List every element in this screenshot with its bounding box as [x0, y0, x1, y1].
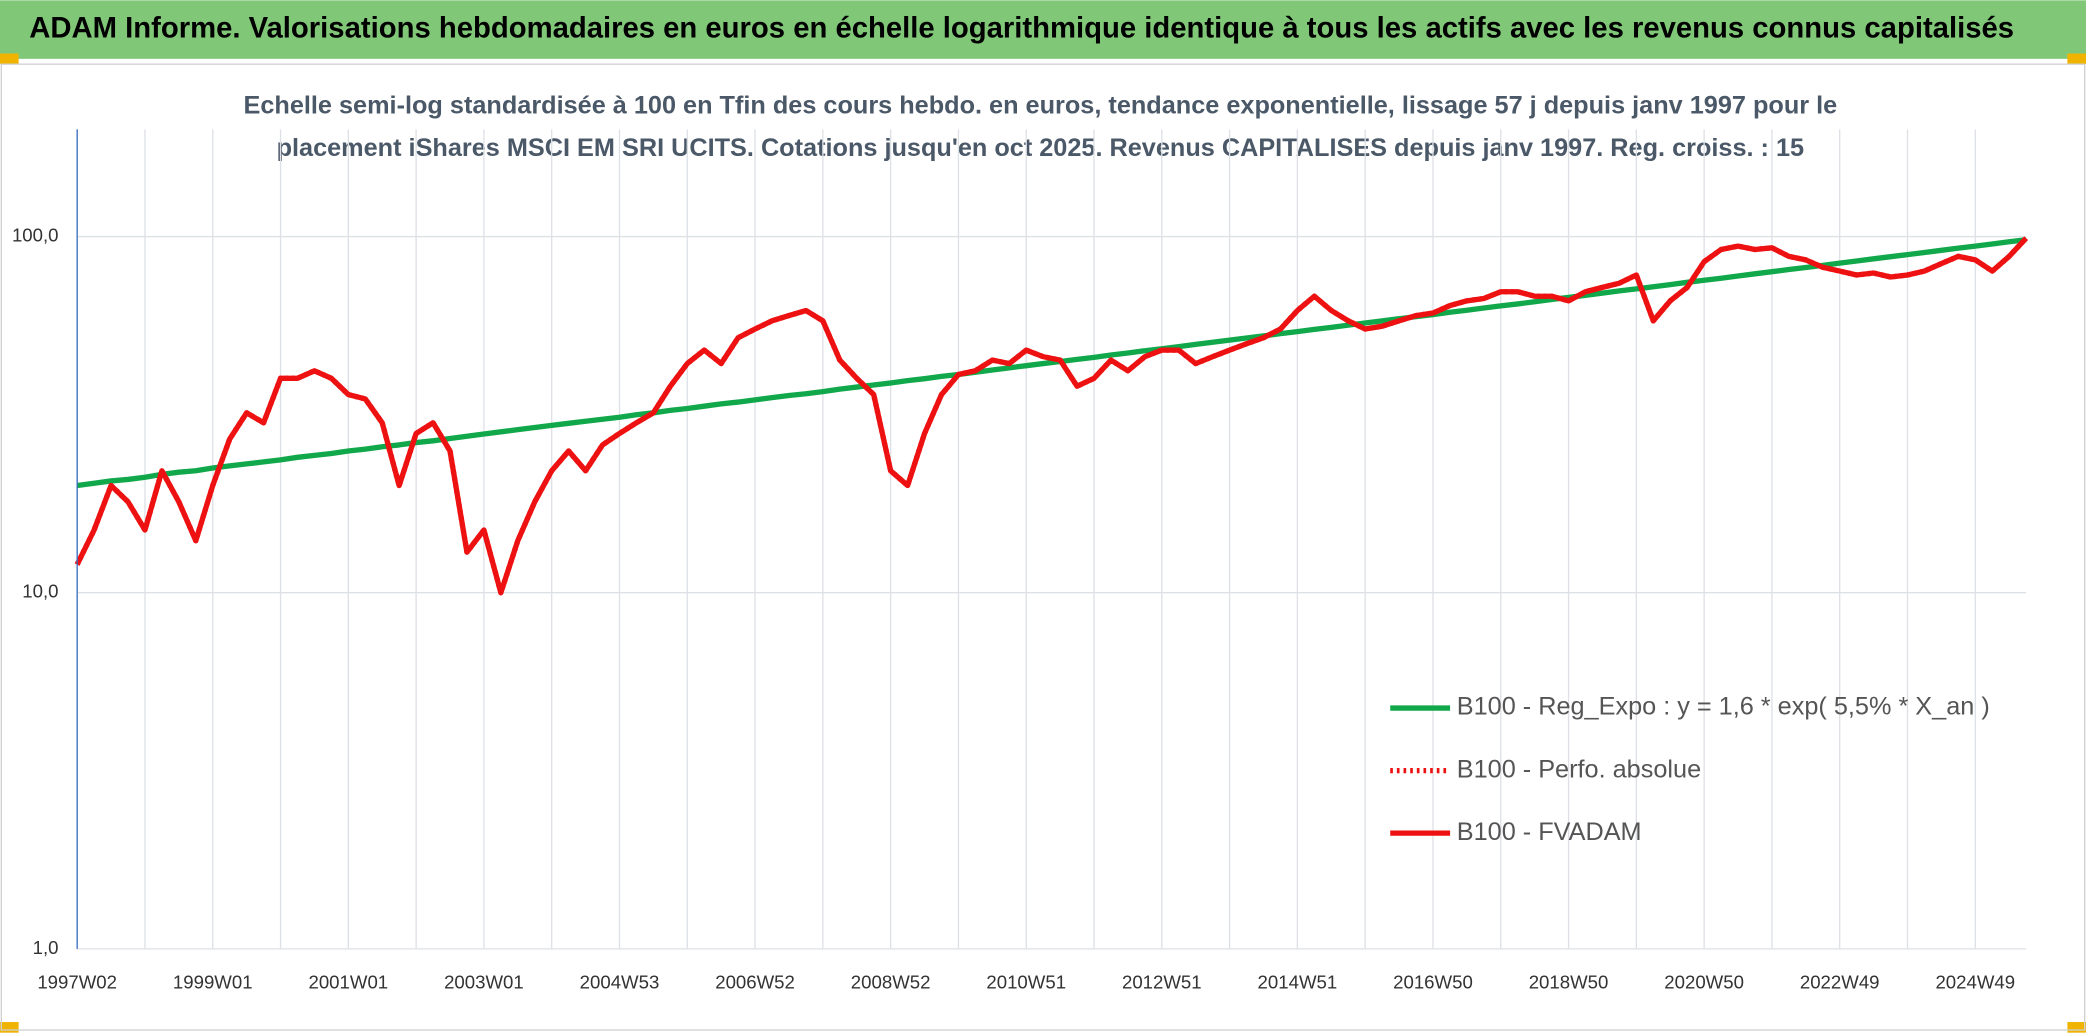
x-tick-label: 2003W01 [444, 971, 524, 992]
y-tick-label: 1,0 [33, 937, 59, 958]
legend: B100 - Reg_Expo : y = 1,6 * exp( 5,5% * … [1390, 693, 1990, 846]
data-line [74, 236, 2029, 596]
x-tick-label: 2004W53 [580, 971, 660, 992]
corner-marker [0, 53, 19, 65]
x-tick-label: 1999W01 [173, 971, 253, 992]
legend-label: B100 - Perfo. absolue [1457, 755, 1701, 783]
x-tick-label: 2006W52 [715, 971, 795, 992]
subtitle: placement iShares MSCI EM SRI UCITS. Cot… [277, 134, 1805, 162]
x-tick-label: 2024W49 [1935, 971, 2015, 992]
y-tick-label: 10,0 [22, 581, 58, 602]
y-tick-label: 100,0 [12, 224, 59, 245]
x-tick-label: 2012W51 [1122, 971, 1202, 992]
corner-marker [2067, 53, 2086, 65]
corner-marker [2067, 1022, 2086, 1033]
x-tick-label: 2010W51 [986, 971, 1066, 992]
x-tick-label: 2016W50 [1393, 971, 1473, 992]
x-tick-label: 1997W02 [37, 971, 117, 992]
x-tick-label: 2014W51 [1258, 971, 1338, 992]
subtitle: Echelle semi-log standardisée à 100 en T… [243, 91, 1837, 119]
legend-label: B100 - FVADAM [1457, 818, 1642, 846]
axis-labels: 1,0 10,0 100,0 1997W02 1999W01 2001W01 2003W01… [12, 224, 2015, 992]
x-tick-label: 2008W52 [851, 971, 931, 992]
x-tick-label: 2020W50 [1664, 971, 1744, 992]
plot [74, 236, 2029, 596]
data-line [76, 237, 2027, 489]
corner-marker [0, 1022, 19, 1033]
x-tick-label: 2001W01 [308, 971, 388, 992]
x-tick-label: 2018W50 [1529, 971, 1609, 992]
legend-label: B100 - Reg_Expo : y = 1,6 * exp( 5,5% * … [1457, 693, 1990, 721]
header-bar [0, 0, 2086, 59]
chart-frame [0, 63, 2086, 1031]
x-tick-label: 2022W49 [1800, 971, 1880, 992]
header-title: ADAM Informe. Valorisations hebdomadaire… [29, 12, 2014, 44]
